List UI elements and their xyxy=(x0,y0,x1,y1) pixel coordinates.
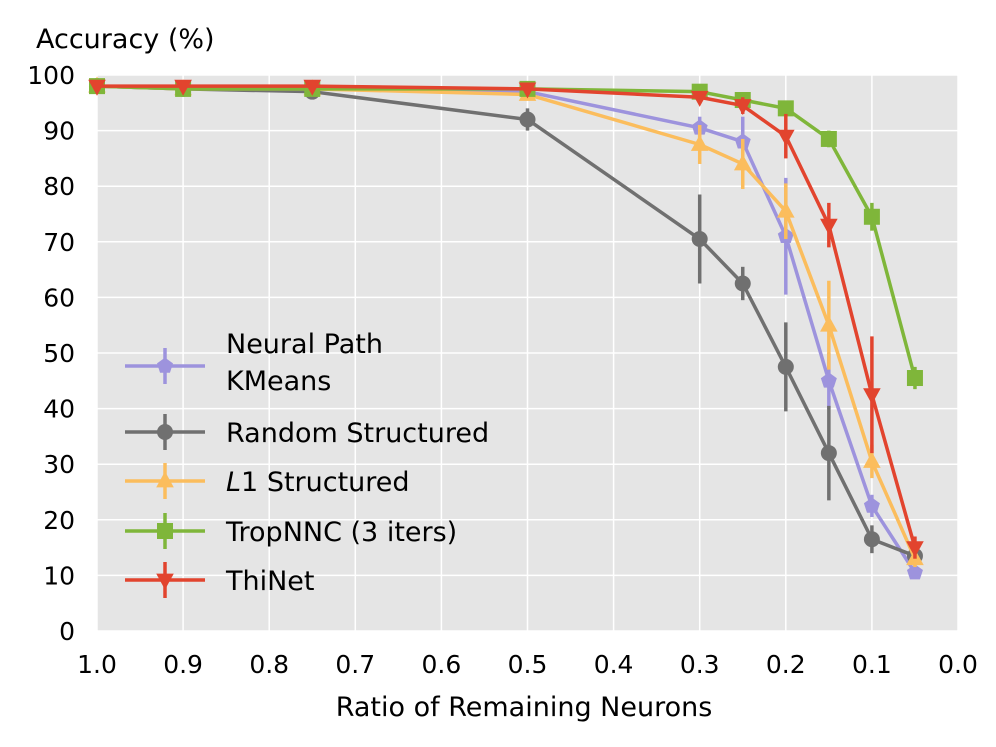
series-4 xyxy=(88,79,924,559)
y-tick-labels: 0 10 20 30 40 50 60 70 80 90 100 xyxy=(27,61,75,646)
series-line xyxy=(96,84,917,379)
x-tick-label: 0.3 xyxy=(680,650,720,679)
y-tick-label: 10 xyxy=(43,561,75,590)
x-tick-labels: 1.0 0.9 0.8 0.7 0.6 0.5 0.4 0.3 0.2 0.1 0.0 xyxy=(77,650,978,679)
legend-marker xyxy=(156,573,174,590)
series-group xyxy=(88,76,924,580)
y-tick-label: 80 xyxy=(43,172,75,201)
x-tick-label: 0.5 xyxy=(508,650,548,679)
x-tick-label: 0.8 xyxy=(249,650,289,679)
data-point xyxy=(734,275,751,292)
data-point xyxy=(733,99,752,116)
legend-label: Neural Path xyxy=(226,329,383,360)
y-tick-label: 100 xyxy=(27,61,75,90)
y-axis-title: Accuracy (%) xyxy=(36,24,215,55)
y-tick-label: 0 xyxy=(59,617,75,646)
legend-entry-0: Neural Path KMeans xyxy=(125,329,383,397)
data-point xyxy=(906,564,923,580)
legend-label: TropNNC (3 iters) xyxy=(225,517,457,548)
x-tick-label: 0.2 xyxy=(766,650,806,679)
data-point xyxy=(691,231,708,248)
data-point xyxy=(88,79,106,96)
data-point xyxy=(820,372,837,388)
x-tick-label: 0.1 xyxy=(852,650,892,679)
data-point xyxy=(690,90,709,107)
data-point xyxy=(863,497,880,513)
data-point xyxy=(820,218,838,235)
legend-entry-4: ThiNet xyxy=(125,562,315,598)
y-tick-label: 20 xyxy=(43,506,75,535)
data-point xyxy=(863,531,880,548)
data-point xyxy=(690,134,709,151)
legend-label: ThiNet xyxy=(225,566,315,597)
data-point xyxy=(863,451,881,468)
x-tick-label: 0.7 xyxy=(335,650,375,679)
legend-marker xyxy=(156,471,174,488)
legend-marker xyxy=(157,523,173,539)
data-point xyxy=(863,388,881,405)
x-tick-label: 0.0 xyxy=(938,650,978,679)
data-point xyxy=(906,541,924,558)
legend-label: Random Structured xyxy=(226,418,489,449)
y-tick-label: 70 xyxy=(43,228,75,257)
data-point xyxy=(518,82,537,99)
y-tick-label: 50 xyxy=(43,339,75,368)
data-point xyxy=(174,79,192,96)
legend-entry-1: Random Structured xyxy=(125,414,489,450)
y-tick-label: 90 xyxy=(43,117,75,146)
legend-marker xyxy=(157,357,173,373)
data-point xyxy=(863,208,880,225)
data-point xyxy=(777,201,795,218)
data-point xyxy=(820,130,837,147)
legend-label: L1 Structured xyxy=(226,467,410,498)
data-point xyxy=(519,111,536,128)
x-tick-label: 0.6 xyxy=(422,650,462,679)
data-point xyxy=(820,315,838,332)
data-point xyxy=(777,100,794,117)
data-point xyxy=(820,445,837,462)
y-tick-label: 30 xyxy=(43,450,75,479)
x-axis-title: Ratio of Remaining Neurons xyxy=(336,692,713,723)
series-line xyxy=(97,84,917,549)
data-point xyxy=(777,358,794,375)
x-tick-label: 0.4 xyxy=(594,650,634,679)
legend-label: KMeans xyxy=(226,366,331,397)
data-point xyxy=(777,129,795,146)
legend-entry-2: L1 Structured xyxy=(125,463,410,499)
x-tick-label: 1.0 xyxy=(77,650,117,679)
y-tick-label: 60 xyxy=(43,283,75,312)
legend-marker xyxy=(157,424,173,440)
data-point xyxy=(733,154,752,171)
data-point xyxy=(303,79,322,96)
y-tick-label: 40 xyxy=(43,395,75,424)
legend: Neural Path KMeans Random Structured L1 Str… xyxy=(125,329,489,598)
x-tick-label: 0.9 xyxy=(163,650,203,679)
legend-entry-3: TropNNC (3 iters) xyxy=(125,513,457,549)
data-point xyxy=(906,370,923,387)
